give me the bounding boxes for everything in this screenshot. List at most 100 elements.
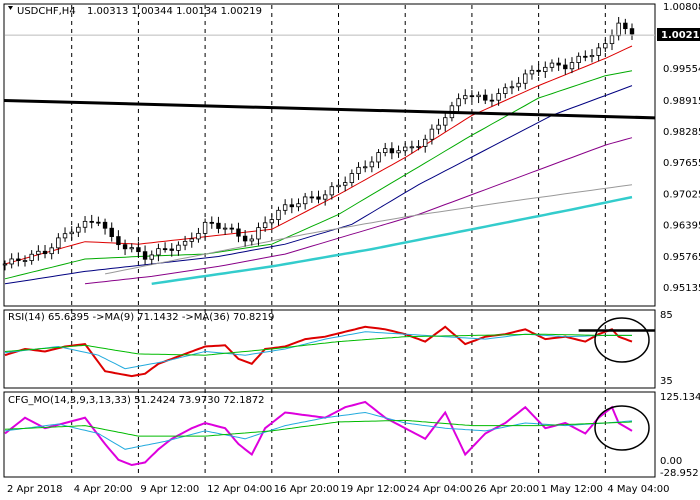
candle-body (316, 196, 321, 200)
candle-body (282, 204, 288, 211)
candle (609, 29, 615, 51)
candle (236, 222, 241, 243)
candle-body (416, 145, 421, 148)
candle-body (389, 148, 395, 154)
candle-body (49, 247, 54, 255)
candle-body (216, 222, 221, 229)
candle (409, 140, 415, 154)
candle (429, 124, 435, 145)
candle-body (36, 250, 41, 255)
candle (489, 93, 495, 107)
candle-body (136, 247, 141, 253)
candle (142, 245, 148, 265)
candle (122, 239, 128, 256)
candle (116, 230, 121, 251)
candle (76, 223, 81, 237)
candle (629, 23, 635, 41)
price-tick-2: 0.98915 (663, 96, 700, 107)
candle (256, 222, 261, 246)
momentum-series-0 (4, 400, 633, 467)
rsi-highlight-ellipse (594, 317, 650, 363)
rsi-lines (4, 325, 633, 378)
candle-body (262, 222, 268, 229)
rsi-tick-35: 35 (660, 376, 673, 387)
candle-body (62, 233, 68, 239)
price-tick-4: 0.97655 (663, 158, 700, 169)
candle (389, 142, 395, 160)
candle-body (309, 196, 315, 199)
price-tick-7: 0.95765 (663, 252, 700, 263)
candle-body (102, 221, 108, 229)
last-price-label: 1.00219 (661, 30, 700, 41)
candle-body (589, 54, 595, 58)
candle-body (569, 62, 575, 70)
x-tick-4: 16 Apr 20:00 (274, 484, 339, 495)
candle (543, 61, 548, 78)
rsi-panel-frame (3, 309, 656, 389)
candle (269, 213, 275, 229)
candle-body (536, 69, 541, 72)
candle-body (489, 99, 495, 102)
candle-body (256, 227, 261, 240)
candle-body (302, 196, 308, 205)
candle-body (189, 238, 194, 242)
moving-average-1 (4, 70, 633, 280)
candle (309, 190, 315, 203)
rsi-series-2 (4, 333, 632, 356)
candle-body (443, 117, 448, 126)
candle-body (403, 146, 408, 152)
candle (443, 111, 448, 132)
candle-body (336, 184, 341, 188)
candle (222, 223, 228, 235)
candle (456, 93, 461, 113)
candles (2, 16, 635, 271)
candle (62, 227, 68, 242)
mo-tick-zero: 0.00 (660, 456, 682, 467)
candle-body (349, 173, 355, 183)
candle (342, 176, 348, 192)
moving-average-5 (151, 195, 633, 286)
moving-average-3 (84, 137, 633, 285)
candle (16, 252, 21, 267)
moving-average-4 (105, 184, 633, 275)
candle-body (469, 95, 475, 98)
candle (242, 230, 248, 247)
candle-body (396, 150, 401, 154)
momentum-highlight-ellipse (594, 405, 650, 451)
candle (29, 250, 34, 265)
symbol-label: USDCHF,H4 (17, 6, 76, 17)
candle-body (116, 236, 121, 246)
candle-body (182, 240, 188, 246)
price-tick-6: 0.96395 (663, 221, 700, 232)
candle-body (583, 55, 588, 58)
momentum-panel-frame (3, 391, 656, 478)
candle-body (456, 98, 461, 107)
candle-body (329, 186, 335, 196)
price-tick-8: 0.95135 (663, 283, 700, 294)
candle-body (596, 47, 601, 56)
x-tick-9: 4 May 04:00 (607, 484, 669, 495)
candle-body (383, 148, 388, 153)
candle (523, 69, 528, 90)
time-axis: 2 Apr 2018 4 Apr 20:00 9 Apr 12:00 12 Apr 0… (7, 484, 670, 495)
candle (376, 149, 381, 169)
candle (216, 216, 221, 234)
dropdown-triangle-icon[interactable] (8, 6, 13, 10)
trendline (3, 99, 656, 120)
candle-body (296, 203, 301, 208)
candle (162, 242, 168, 253)
candle (282, 199, 288, 215)
candle-body (142, 251, 148, 260)
candle-body (369, 161, 375, 168)
candle-body (242, 235, 248, 242)
momentum-lines (4, 400, 633, 467)
mo-tick-max: 125.1342 (660, 392, 700, 403)
candle (362, 160, 368, 173)
moving-average-2 (4, 85, 633, 285)
candle-body (229, 227, 234, 230)
candle-body (556, 62, 561, 66)
price-tick-0: 1.00808 (663, 2, 700, 13)
candle-body (96, 221, 101, 224)
candle (56, 233, 61, 254)
